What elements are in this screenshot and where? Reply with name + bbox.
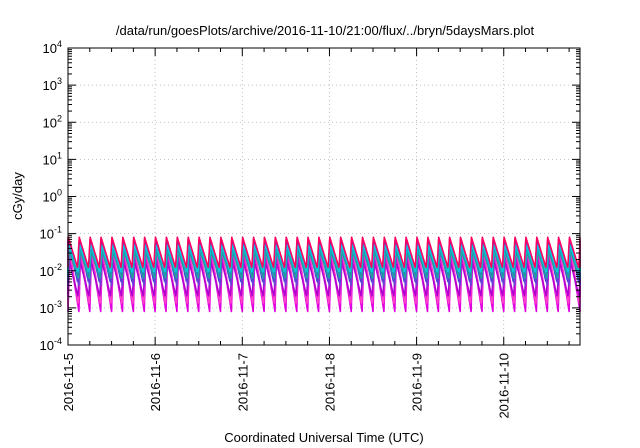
x-tick-label: 2016-11-5 — [61, 353, 76, 411]
series-line — [67, 244, 581, 273]
series-line — [67, 236, 581, 269]
y-tick-label: 10-4 — [40, 336, 62, 353]
x-tick-label: 2016-11-6 — [148, 353, 163, 411]
y-tick-label: 100 — [43, 188, 62, 205]
y-tick-label: 104 — [43, 39, 62, 56]
y-tick-label: 10-1 — [40, 225, 62, 242]
series-line — [67, 250, 581, 279]
x-axis-ticks: 2016-11-5 2016-11-6 2016-11-7 2016-11-8 2016… — [61, 48, 570, 419]
y-tick-label: 10-2 — [40, 262, 62, 279]
x-tick-label: 2016-11-10 — [497, 353, 512, 419]
series-line — [67, 259, 581, 297]
y-tick-label: 103 — [43, 76, 62, 93]
y-axis-label: cGy/day — [10, 172, 25, 220]
x-tick-label: 2016-11-7 — [235, 353, 250, 411]
x-axis-label: Coordinated Universal Time (UTC) — [224, 430, 423, 445]
series-layer — [67, 236, 581, 313]
y-tick-label: 10-3 — [40, 299, 62, 316]
y-tick-label: 102 — [43, 113, 62, 130]
x-tick-label: 2016-11-9 — [410, 353, 425, 411]
y-tick-label: 101 — [43, 150, 62, 167]
x-tick-label: 2016-11-8 — [322, 353, 337, 411]
y-axis-ticks: 10-4 10-3 10-2 10-1 100 101 102 103 104 — [40, 39, 580, 353]
chart-title: /data/run/goesPlots/archive/2016-11-10/2… — [116, 23, 535, 38]
